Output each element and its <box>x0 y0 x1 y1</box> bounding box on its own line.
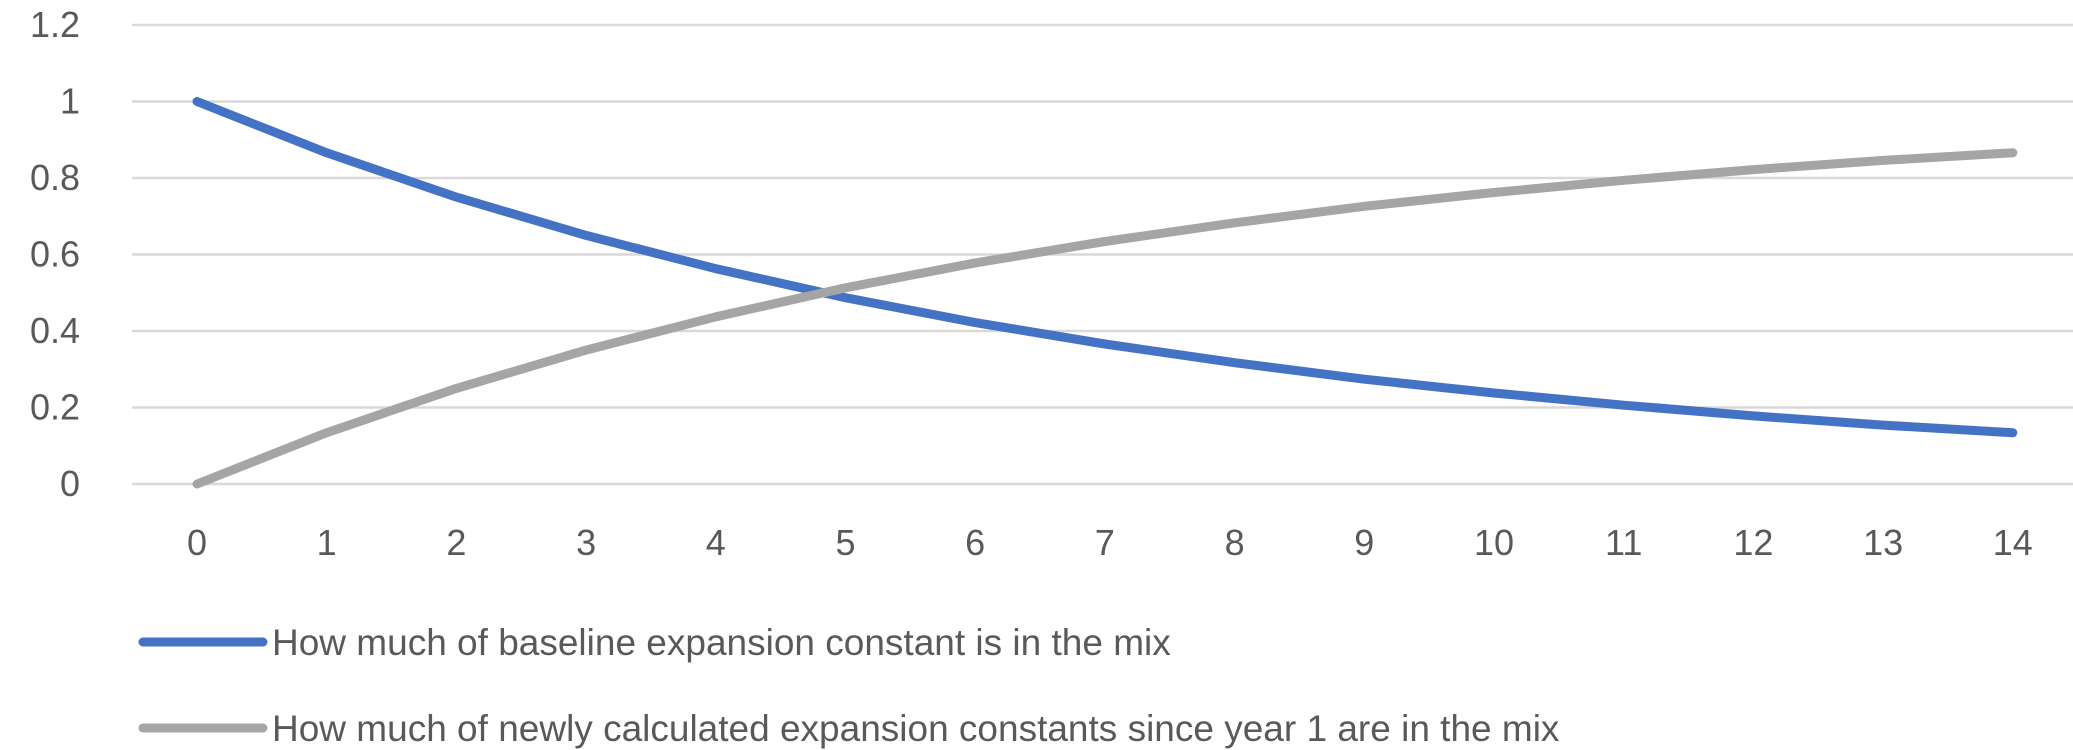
legend-label-2: How much of newly calculated expansion c… <box>272 708 1560 749</box>
x-tick-label: 4 <box>706 522 726 563</box>
legend-label-1: How much of baseline expansion constant … <box>272 622 1171 663</box>
x-tick-label: 3 <box>576 522 596 563</box>
y-axis-tick-labels: 0 0.2 0.4 0.6 0.8 1 1.2 <box>30 4 80 504</box>
x-tick-label: 12 <box>1733 522 1773 563</box>
y-tick-label: 0.6 <box>30 234 80 275</box>
x-tick-label: 7 <box>1095 522 1115 563</box>
x-tick-label: 8 <box>1225 522 1245 563</box>
y-tick-label: 1.2 <box>30 4 80 45</box>
y-tick-label: 0 <box>60 463 80 504</box>
x-tick-label: 1 <box>317 522 337 563</box>
x-tick-label: 0 <box>187 522 207 563</box>
x-axis-tick-labels: 0 1 2 3 4 5 6 7 8 9 10 11 12 13 14 <box>187 522 2033 563</box>
legend: How much of baseline expansion constant … <box>143 622 1560 749</box>
x-tick-label: 10 <box>1474 522 1514 563</box>
x-tick-label: 9 <box>1354 522 1374 563</box>
x-tick-label: 5 <box>835 522 855 563</box>
y-tick-label: 0.8 <box>30 157 80 198</box>
x-tick-label: 14 <box>1993 522 2033 563</box>
y-tick-label: 0.2 <box>30 387 80 428</box>
y-tick-label: 1 <box>60 81 80 122</box>
x-tick-label: 6 <box>965 522 985 563</box>
y-tick-label: 0.4 <box>30 310 80 351</box>
x-tick-label: 13 <box>1863 522 1903 563</box>
series-lines <box>197 102 2013 485</box>
x-tick-label: 11 <box>1605 522 1642 563</box>
x-tick-label: 2 <box>446 522 466 563</box>
